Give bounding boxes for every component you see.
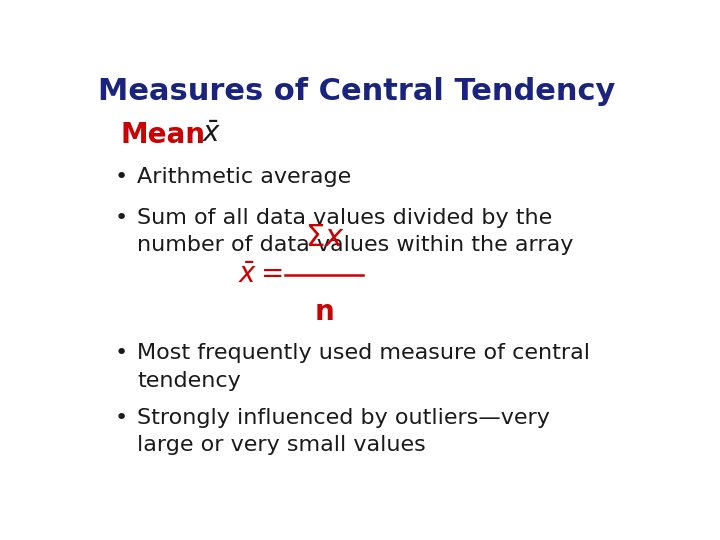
Text: $\bar{x}=$: $\bar{x}=$ <box>238 261 282 289</box>
Text: Mean: Mean <box>121 121 206 149</box>
Text: Most frequently used measure of central
tendency: Most frequently used measure of central … <box>138 343 590 390</box>
Text: $\bar{x}$: $\bar{x}$ <box>202 120 221 147</box>
Text: •: • <box>115 208 128 228</box>
Text: •: • <box>115 408 128 428</box>
Text: Arithmetic average: Arithmetic average <box>138 167 351 187</box>
Text: Strongly influenced by outliers—very
large or very small values: Strongly influenced by outliers—very lar… <box>138 408 550 455</box>
Text: $\Sigma x$: $\Sigma x$ <box>305 223 344 252</box>
Text: Sum of all data values divided by the
number of data values within the array: Sum of all data values divided by the nu… <box>138 208 574 255</box>
Text: •: • <box>115 167 128 187</box>
Text: Measures of Central Tendency: Measures of Central Tendency <box>99 77 616 106</box>
Text: •: • <box>115 343 128 363</box>
Text: n: n <box>315 298 334 326</box>
